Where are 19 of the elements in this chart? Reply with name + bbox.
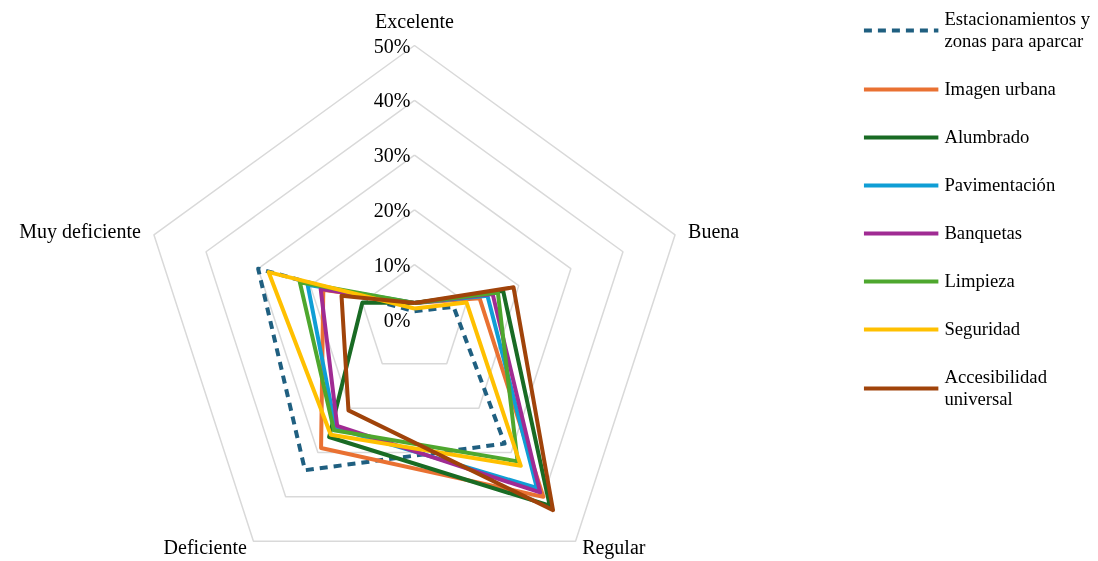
spoke-label: Regular [582,535,646,559]
y-tick-label: 30% [373,144,411,167]
spoke-label: Muy deficiente [19,219,141,243]
y-tick-label: 40% [373,89,411,112]
legend-label: Accesibilidad universal [944,366,1047,410]
y-tick-label: 50% [373,34,411,57]
spoke-label: Deficiente [163,535,247,558]
spoke-label: Excelente [375,9,455,32]
legend-label: Alumbrado [944,126,1030,148]
legend-label: Seguridad [944,318,1021,340]
legend-label: Estacionamientos y zonas para aparcar [944,8,1090,52]
y-tick-label: 10% [373,253,411,276]
legend-label: Pavimentación [944,174,1056,196]
y-tick-label: 20% [373,198,411,221]
spoke-label: Buena [688,219,740,242]
y-tick-label: 0% [383,308,411,331]
legend-label: Banquetas [944,222,1023,244]
legend-label: Limpieza [944,270,1015,292]
legend-label: Imagen urbana [944,78,1056,100]
